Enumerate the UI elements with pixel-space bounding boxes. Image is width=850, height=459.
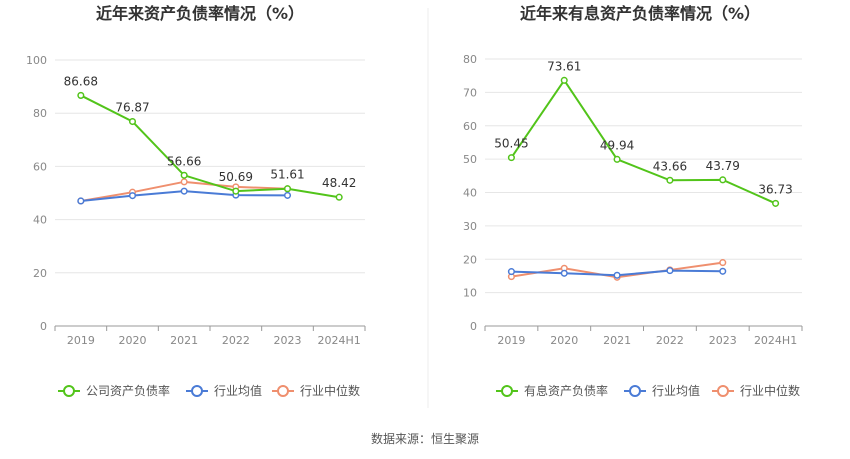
legend-item-company: 有息资产负债率 — [496, 383, 608, 398]
data-point-industry-avg — [180, 187, 188, 195]
legend-marker — [191, 385, 203, 397]
data-point-industry-avg — [507, 268, 515, 276]
y-tick-label: 20 — [33, 267, 47, 280]
data-point-industry-avg — [666, 267, 674, 275]
data-label: 49.94 — [600, 138, 634, 152]
data-label: 56.66 — [167, 154, 201, 168]
data-label: 43.66 — [653, 159, 687, 173]
data-point-industry-avg — [128, 192, 137, 200]
data-label: 36.73 — [758, 182, 792, 196]
x-tick-label: 2022 — [656, 334, 684, 347]
chart-title: 近年来资产负债率情况（%） — [96, 4, 304, 23]
legend-label: 有息资产负债率 — [524, 383, 608, 398]
data-point-company — [335, 193, 343, 201]
data-point-industry-avg — [283, 191, 292, 199]
y-tick-label: 100 — [26, 54, 47, 67]
legend-marker — [501, 385, 513, 397]
data-point-company — [507, 154, 515, 162]
data-label: 50.45 — [494, 137, 528, 151]
y-tick-label: 80 — [33, 107, 47, 120]
y-tick-label: 0 — [470, 320, 477, 333]
legend-item-company: 公司资产负债率 — [58, 383, 170, 398]
y-tick-label: 40 — [463, 187, 477, 200]
data-label: 51.61 — [270, 168, 304, 182]
series-line-company — [80, 94, 340, 199]
data-point-industry-avg — [719, 267, 727, 275]
legend-label: 行业中位数 — [740, 383, 800, 398]
x-tick-label: 2022 — [222, 334, 250, 347]
legend-item-industry-median: 行业中位数 — [272, 383, 360, 398]
x-tick-label: 2024H1 — [318, 334, 361, 347]
data-point-company — [128, 117, 137, 126]
data-point-company — [666, 176, 674, 184]
chart-title: 近年来有息资产负债率情况（%） — [520, 4, 760, 23]
data-label: 50.69 — [219, 170, 253, 184]
data-label: 76.87 — [115, 101, 149, 115]
legend-label: 行业均值 — [652, 383, 700, 398]
data-point-company — [283, 185, 292, 193]
x-tick-label: 2019 — [67, 334, 95, 347]
x-tick-label: 2021 — [603, 334, 631, 347]
y-tick-label: 10 — [463, 287, 477, 300]
legend-label: 行业均值 — [214, 383, 262, 398]
y-tick-label: 30 — [463, 220, 477, 233]
data-point-company — [719, 176, 727, 184]
x-tick-label: 2024H1 — [754, 334, 797, 347]
data-point-company — [560, 76, 568, 84]
data-point-industry-median — [719, 259, 727, 267]
x-tick-label: 2023 — [274, 334, 302, 347]
data-point-industry-avg — [560, 269, 568, 277]
y-tick-label: 70 — [463, 86, 477, 99]
legend-label: 公司资产负债率 — [86, 383, 170, 398]
data-point-company — [772, 199, 780, 207]
legend-marker — [277, 385, 289, 397]
data-point-industry-avg — [613, 271, 621, 279]
data-label: 86.68 — [64, 74, 98, 88]
legend-item-industry-median: 行业中位数 — [712, 383, 800, 398]
legend-item-industry-avg: 行业均值 — [186, 383, 262, 398]
y-tick-label: 60 — [463, 120, 477, 133]
legend-item-industry-avg: 行业均值 — [624, 383, 700, 398]
y-tick-label: 50 — [463, 153, 477, 166]
y-tick-label: 80 — [463, 53, 477, 66]
data-source: 数据来源：恒生聚源 — [371, 431, 479, 446]
x-tick-label: 2023 — [709, 334, 737, 347]
x-tick-label: 2020 — [550, 334, 578, 347]
x-tick-label: 2020 — [119, 334, 147, 347]
data-point-company — [180, 171, 188, 179]
data-point-company — [232, 187, 240, 195]
data-point-industry-avg — [77, 197, 85, 205]
data-label: 48.42 — [322, 176, 356, 190]
data-label: 73.61 — [547, 59, 581, 73]
data-point-company — [77, 91, 85, 99]
interest-bearing-debt-ratio-chart: 近年来有息资产负债率情况（%） 0 10 20 30 40 50 60 70 80 2019 2020… — [463, 4, 803, 398]
y-tick-label: 40 — [33, 214, 47, 227]
data-point-industry-median — [180, 178, 188, 186]
legend-marker — [63, 385, 75, 397]
y-tick-label: 0 — [40, 320, 47, 333]
debt-ratio-chart: 近年来资产负债率情况（%） 0 20 40 60 80 100 2019 2020 2021 202… — [26, 4, 366, 398]
y-tick-label: 60 — [33, 160, 47, 173]
x-tick-label: 2019 — [497, 334, 525, 347]
legend-marker — [629, 385, 641, 397]
data-label: 43.79 — [706, 159, 740, 173]
legend-label: 行业中位数 — [300, 383, 360, 398]
data-point-company — [613, 155, 621, 163]
y-tick-label: 20 — [463, 253, 477, 266]
legend-marker — [717, 385, 729, 397]
series-line-company — [510, 78, 776, 205]
x-tick-label: 2021 — [170, 334, 198, 347]
